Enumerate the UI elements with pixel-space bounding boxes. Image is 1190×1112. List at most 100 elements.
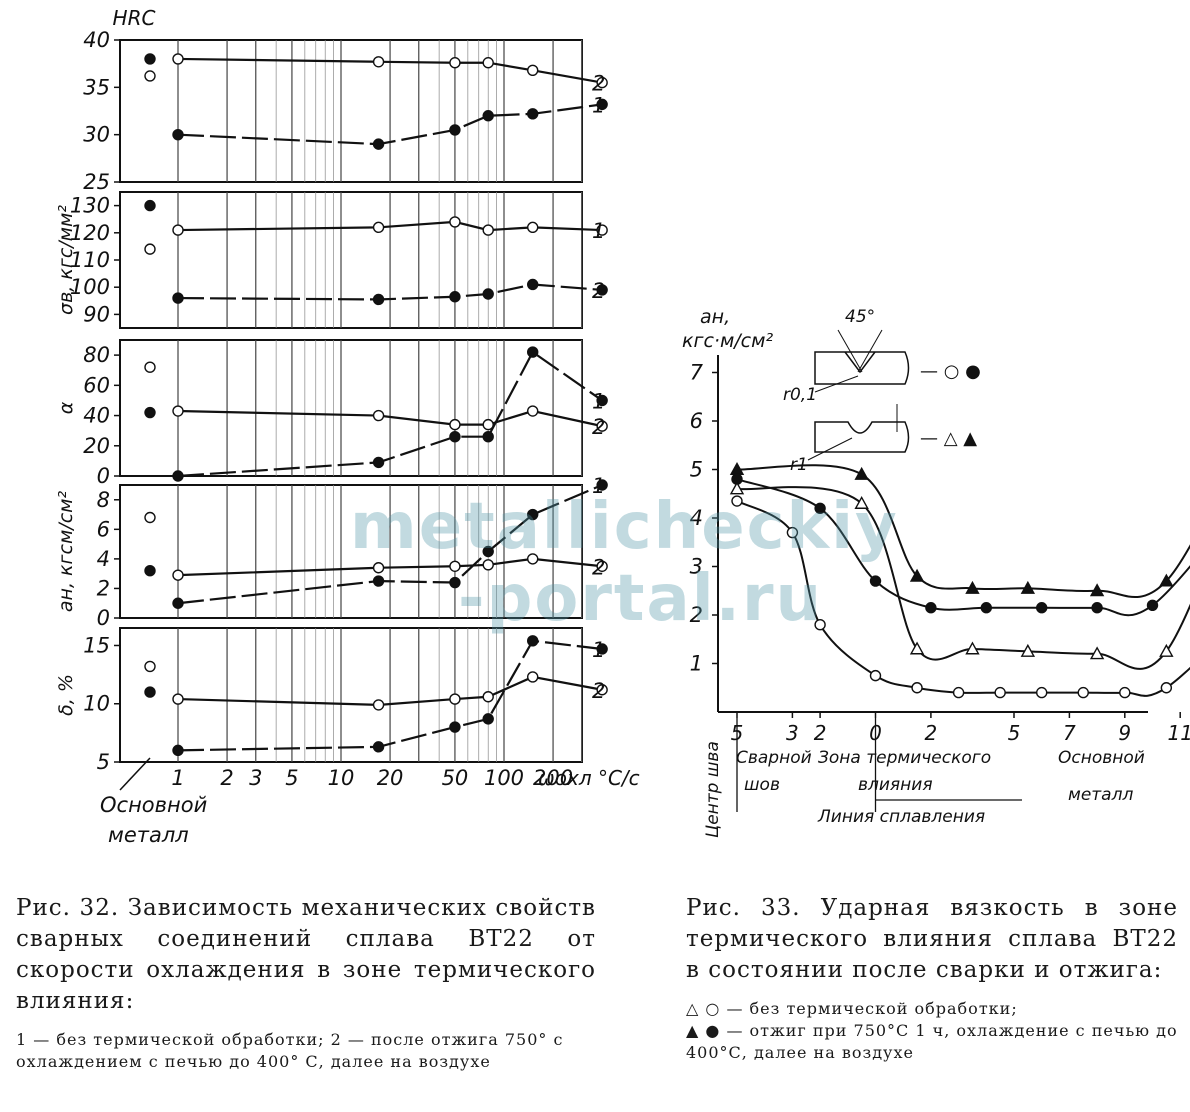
y-tick-label: 90 (83, 302, 110, 326)
data-point (527, 635, 539, 647)
data-point (372, 699, 385, 711)
base-metal-point (144, 511, 156, 524)
data-point (980, 602, 992, 614)
watermark-line-2: -portal.ru (458, 562, 824, 636)
data-point (172, 470, 184, 482)
series-label: 2 (592, 679, 605, 703)
data-point (172, 53, 184, 65)
zone-haz-label: Зона термического (818, 748, 991, 768)
y-tick-label: 25 (83, 170, 110, 194)
curve-filled-circle (731, 473, 1190, 617)
y-tick-label: 80 (83, 343, 110, 367)
data-point (482, 559, 494, 571)
base-metal-point (144, 686, 156, 698)
data-point (527, 671, 539, 683)
x-tick-label: 5 (1008, 721, 1021, 745)
data-point (527, 108, 539, 120)
y-tick-label: 40 (83, 28, 110, 52)
data-point (1091, 602, 1103, 614)
curve-line (736, 478, 1190, 617)
y-tick-label: 120 (70, 221, 110, 245)
series-label: 1 (592, 93, 605, 117)
series-label: 2 (592, 72, 605, 96)
caption-fig33-title: Рис. 33. Ударная вязкость в зоне термиче… (686, 895, 1178, 983)
data-point (527, 405, 539, 417)
data-point (372, 562, 385, 574)
data-point (172, 693, 184, 705)
zone-center-label: Центр шва (703, 741, 723, 838)
y-tick-label: 110 (70, 248, 110, 272)
data-point (372, 293, 385, 306)
y-tick-label: 6 (97, 517, 110, 541)
x-tick-label: 3 (249, 766, 262, 790)
base-metal-point (144, 565, 156, 577)
data-point (1077, 686, 1089, 699)
data-point (1035, 602, 1048, 614)
series-line-2 (177, 57, 603, 84)
data-point (449, 721, 461, 733)
series-line-2 (177, 557, 603, 577)
data-point (372, 741, 385, 753)
notch-radius-label-2: r1 (790, 455, 808, 475)
data-point (1119, 686, 1131, 699)
data-point (449, 291, 461, 303)
notch-insets: 45° r0,1 — ○ ● r1 — △ ▲ (783, 307, 981, 475)
data-point (172, 128, 184, 141)
panel-delta: 5 10 15 δ, % 1 2 (55, 627, 608, 774)
zone-base-label: металл (1068, 785, 1133, 805)
y-tick-label: 2 (690, 603, 703, 627)
data-point (596, 284, 608, 296)
data-point (482, 57, 494, 69)
data-point (1146, 599, 1159, 611)
data-point (596, 224, 608, 236)
data-point (814, 619, 826, 631)
caption-fig33: Рис. 33. Ударная вязкость в зоне термиче… (686, 893, 1178, 1064)
notch-specimen-2 (814, 421, 910, 453)
y-tick-label: 100 (70, 275, 110, 299)
data-point (372, 56, 385, 68)
angle-line (837, 329, 863, 373)
x-tick-label: 7 (1063, 721, 1076, 745)
data-point (596, 394, 608, 407)
y-tick-label: 4 (690, 506, 703, 530)
angle-line (857, 329, 883, 373)
data-point (596, 643, 608, 655)
data-point (449, 576, 461, 589)
data-point (1089, 646, 1105, 660)
caption-fig32-title: Рис. 32. Зависимость механических свойст… (16, 895, 596, 1014)
x-tick-label: 20 (377, 766, 404, 790)
data-point (869, 669, 882, 682)
x-tick-label: 2 (814, 721, 827, 745)
data-point (909, 568, 925, 582)
data-point (994, 686, 1006, 699)
data-point (965, 641, 980, 655)
data-point (925, 602, 937, 614)
y-tick-label: 20 (83, 434, 110, 458)
zone-base-label: Основной (1058, 748, 1145, 768)
data-point (449, 693, 461, 705)
caption-fig33-note1: △ ○ — без термической обработки; (686, 999, 1018, 1018)
y-tick-label: 40 (83, 404, 110, 428)
y-tick-label: 60 (83, 373, 110, 397)
series-label: 1 (592, 638, 605, 662)
data-point (911, 682, 923, 694)
caption-fig33-note2: ▲ ● — отжиг при 750°С 1 ч, охлаждение с … (686, 1021, 1178, 1062)
notch-angle-label: 45° (845, 307, 875, 327)
data-point (449, 216, 461, 228)
data-point (527, 508, 539, 521)
y-tick-label: 2 (97, 576, 110, 600)
data-point (482, 288, 494, 300)
data-point (449, 431, 461, 443)
y-tick-label: 7 (690, 361, 704, 385)
data-point (172, 292, 184, 304)
data-point (482, 691, 494, 703)
data-point (965, 580, 980, 594)
notch-specimen-1 (814, 351, 910, 385)
panel-an: 0 2 4 6 8 aн, кгсм/см² 1 2 (55, 474, 608, 630)
caption-fig32-note: 1 — без термической обработки; 2 — после… (16, 1030, 564, 1071)
data-point (172, 405, 184, 417)
base-metal-label: Основной (100, 793, 207, 817)
notch-radius-label-1: r0,1 (783, 385, 817, 405)
